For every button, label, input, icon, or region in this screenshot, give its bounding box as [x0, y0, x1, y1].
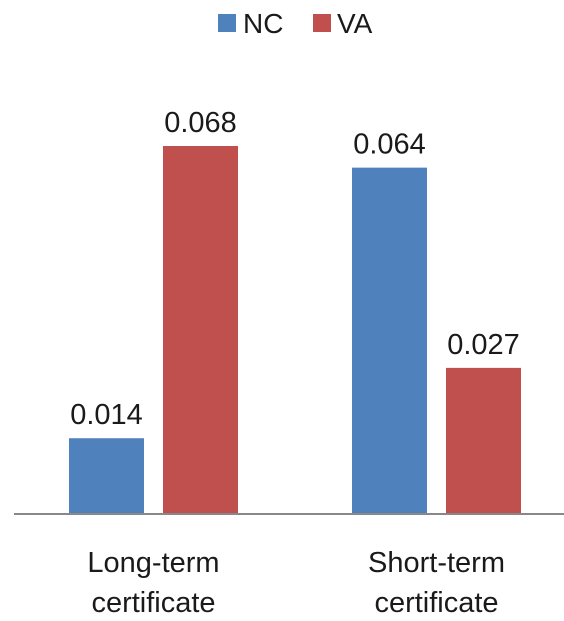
data-labels: 0.014 0.068 0.064 0.027 — [70, 107, 520, 431]
category-label-1-line-1: certificate — [374, 587, 498, 619]
bar-va-0 — [163, 146, 238, 514]
bar-nc-0 — [69, 438, 144, 514]
category-label-0-line-0: Long-term — [87, 547, 219, 579]
bar-va-1 — [446, 367, 521, 514]
data-label-nc-0: 0.014 — [70, 399, 143, 431]
bars — [69, 146, 521, 514]
legend-label-va: VA — [337, 8, 373, 39]
category-label-0-line-1: certificate — [91, 587, 215, 619]
data-label-va-0: 0.068 — [164, 107, 237, 139]
category-labels: Long-term certificate Short-term certificat… — [87, 547, 505, 619]
legend: NC VA — [218, 8, 373, 39]
legend-label-nc: NC — [243, 8, 283, 39]
data-label-va-1: 0.027 — [447, 329, 520, 361]
legend-swatch-nc — [218, 14, 236, 32]
category-label-1-line-0: Short-term — [368, 547, 505, 579]
bar-nc-1 — [352, 167, 427, 514]
legend-swatch-va — [313, 14, 331, 32]
data-label-nc-1: 0.064 — [353, 129, 426, 161]
